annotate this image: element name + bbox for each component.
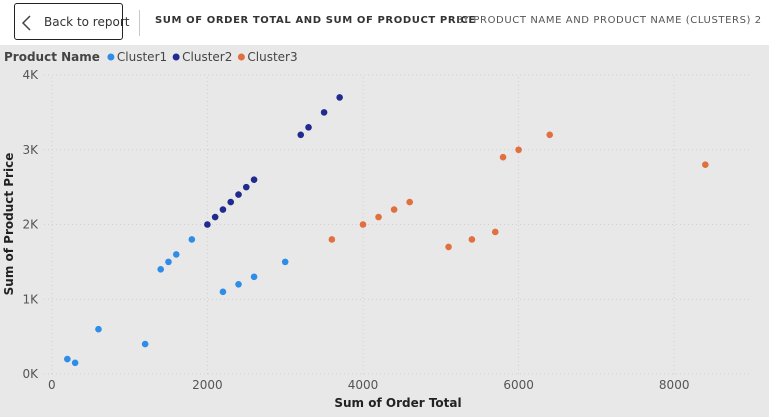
data-point-cluster1[interactable] bbox=[188, 236, 196, 243]
legend-item: Cluster1 bbox=[117, 50, 167, 64]
data-point-cluster3[interactable] bbox=[515, 146, 522, 154]
visual-title: SUM OF ORDER TOTAL AND SUM OF PRODUCT PR… bbox=[155, 15, 476, 26]
x-tick-label: 6000 bbox=[503, 378, 534, 392]
x-tick-label: 4000 bbox=[348, 378, 379, 392]
legend-marker bbox=[237, 53, 245, 61]
legend-item: Cluster2 bbox=[182, 50, 232, 64]
y-axis-title: Sum of Product Price bbox=[2, 153, 16, 296]
data-point-cluster3[interactable] bbox=[499, 153, 507, 161]
data-point-cluster2[interactable] bbox=[305, 124, 312, 131]
header-divider bbox=[139, 10, 140, 36]
data-point-cluster3[interactable] bbox=[375, 213, 382, 221]
data-point-cluster2[interactable] bbox=[219, 206, 227, 213]
visual-subtitle: BY PRODUCT NAME AND PRODUCT NAME (CLUSTE… bbox=[456, 15, 762, 26]
data-point-cluster3[interactable] bbox=[390, 206, 398, 213]
data-point-cluster3[interactable] bbox=[359, 221, 367, 228]
legend-title: Product Name bbox=[4, 50, 100, 64]
x-axis-title: Sum of Order Total bbox=[334, 396, 461, 410]
data-point-cluster1[interactable] bbox=[281, 258, 289, 266]
x-tick-label: 8000 bbox=[659, 378, 690, 392]
data-point-cluster2[interactable] bbox=[242, 183, 250, 191]
x-tick-label: 0 bbox=[48, 378, 56, 392]
back-button-label: Back to report bbox=[44, 15, 130, 29]
legend-marker bbox=[107, 53, 115, 61]
y-tick-label: 0K bbox=[22, 367, 39, 381]
data-point-cluster2[interactable] bbox=[297, 131, 305, 139]
data-point-cluster1[interactable] bbox=[95, 325, 102, 333]
data-point-cluster1[interactable] bbox=[157, 266, 165, 273]
data-point-cluster2[interactable] bbox=[235, 191, 242, 198]
data-point-cluster1[interactable] bbox=[219, 288, 227, 296]
y-tick-label: 1K bbox=[22, 292, 39, 306]
y-tick-label: 2K bbox=[22, 218, 39, 232]
header-bar: Back to report SUM OF ORDER TOTAL AND SU… bbox=[0, 0, 769, 45]
y-tick-label: 4K bbox=[22, 68, 39, 82]
scatter-chart: 0K 1K 2K 3K 4K 0 2000 4000 6000 8000 Sum of Order … bbox=[2, 50, 752, 410]
data-point-cluster3[interactable] bbox=[702, 161, 709, 168]
data-point-cluster2[interactable] bbox=[250, 176, 258, 183]
data-point-cluster3[interactable] bbox=[546, 131, 554, 139]
chevron-left-icon bbox=[21, 15, 31, 31]
data-point-cluster1[interactable] bbox=[235, 281, 242, 288]
y-tick-label: 3K bbox=[22, 143, 39, 157]
back-to-report-button[interactable]: Back to report bbox=[14, 3, 129, 40]
data-point-cluster2[interactable] bbox=[204, 221, 211, 228]
data-point-cluster1[interactable] bbox=[71, 359, 79, 367]
data-point-cluster2[interactable] bbox=[336, 94, 343, 101]
data-point-cluster3[interactable] bbox=[406, 198, 413, 206]
x-tick-label: 2000 bbox=[192, 378, 223, 392]
data-point-cluster1[interactable] bbox=[141, 340, 149, 348]
data-point-cluster1[interactable] bbox=[64, 355, 71, 363]
data-point-cluster2[interactable] bbox=[227, 198, 235, 206]
legend-marker bbox=[172, 53, 180, 61]
data-point-cluster3[interactable] bbox=[468, 236, 476, 243]
data-point-cluster3[interactable] bbox=[445, 243, 452, 251]
data-point-cluster1[interactable] bbox=[250, 273, 258, 281]
data-point-cluster2[interactable] bbox=[211, 213, 219, 221]
data-point-cluster1[interactable] bbox=[172, 251, 180, 258]
data-point-cluster3[interactable] bbox=[491, 228, 499, 236]
legend-item: Cluster3 bbox=[247, 50, 297, 64]
data-point-cluster3[interactable] bbox=[328, 236, 336, 243]
data-point-cluster2[interactable] bbox=[320, 109, 328, 116]
data-point-cluster1[interactable] bbox=[165, 258, 172, 266]
